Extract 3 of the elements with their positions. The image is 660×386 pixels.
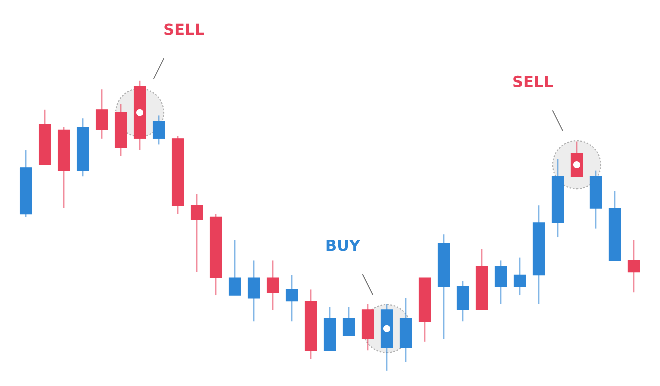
annotation: SELL [514,76,554,88]
text: SELL [164,24,204,36]
annotation: BUY [326,240,361,252]
